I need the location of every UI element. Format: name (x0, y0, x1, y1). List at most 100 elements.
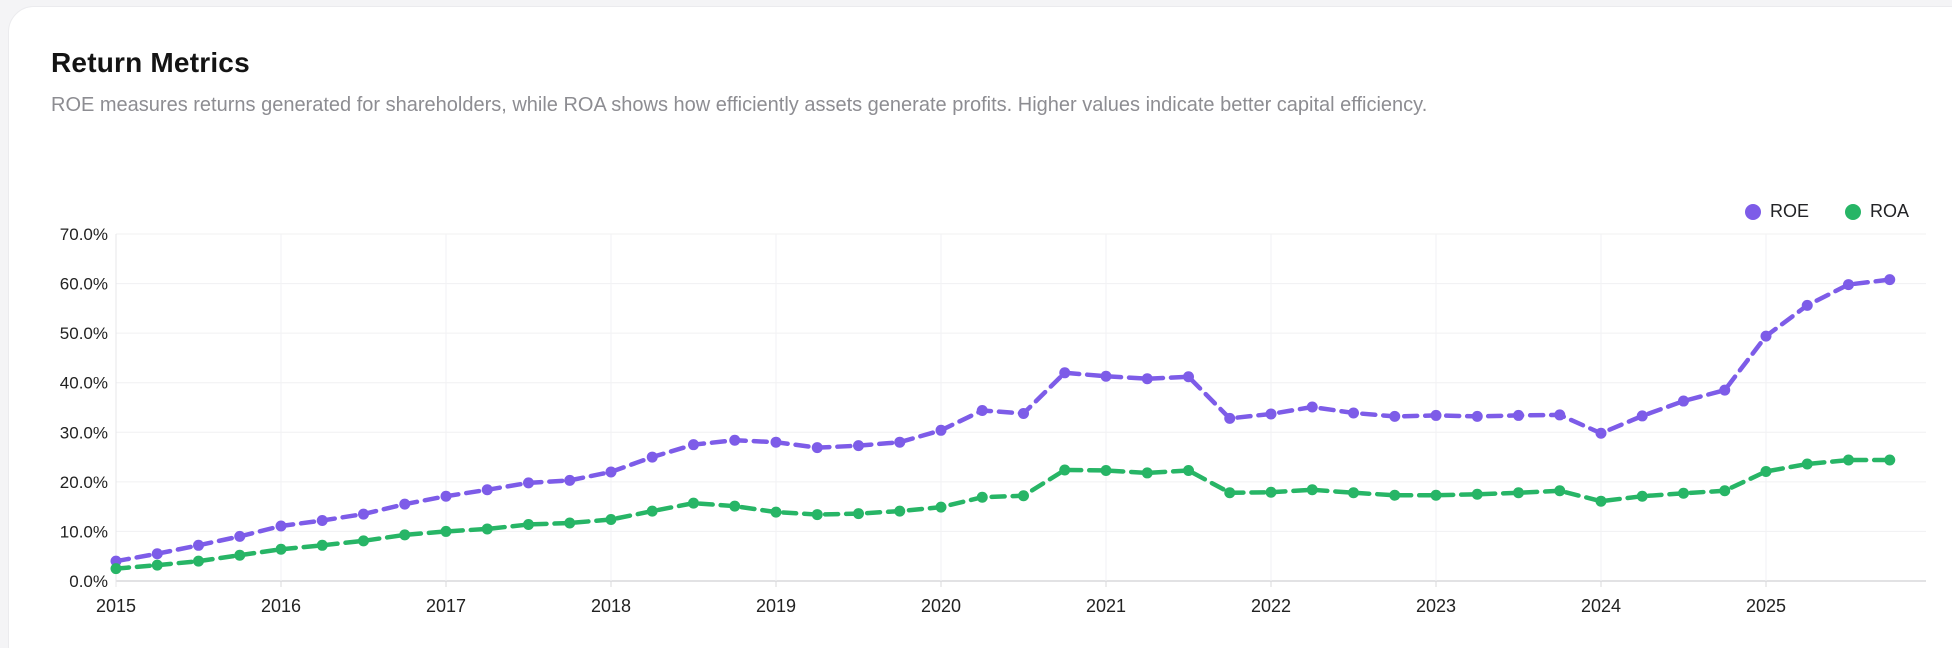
roa-data-point (1348, 487, 1359, 499)
roe-data-point (1843, 279, 1854, 291)
roe-data-point (1513, 409, 1524, 421)
roa-data-point (358, 535, 369, 547)
roe-data-point (1430, 409, 1442, 421)
roa-data-point (646, 505, 658, 517)
roa-data-point (1306, 484, 1318, 496)
roa-data-point (688, 497, 699, 509)
roa-data-point (440, 525, 452, 537)
roa-data-point (1678, 487, 1689, 499)
roe-data-point (1636, 410, 1648, 422)
roa-data-point (1554, 485, 1566, 497)
x-axis-tick-label: 2023 (1416, 596, 1456, 616)
legend-label-roa: ROA (1869, 201, 1909, 221)
x-axis-tick-label: 2021 (1086, 596, 1126, 616)
roa-data-point (976, 491, 988, 503)
roa-data-point (605, 514, 617, 526)
y-axis-tick-label: 70.0% (60, 225, 108, 244)
roe-data-point (440, 490, 452, 502)
roa-data-point (1224, 487, 1236, 499)
roa-data-point (811, 509, 823, 521)
roe-data-point (151, 548, 163, 560)
roe-data-point (935, 424, 947, 436)
roe-data-point (853, 440, 864, 452)
roa-data-point (193, 555, 204, 567)
y-axis-tick-label: 40.0% (60, 374, 108, 393)
roa-data-point (110, 563, 122, 575)
roa-data-point (1843, 454, 1854, 466)
roa-data-point (853, 508, 864, 520)
y-axis-tick-label: 10.0% (60, 522, 108, 541)
roa-data-point (1141, 467, 1153, 479)
page-title: Return Metrics (51, 47, 250, 78)
x-axis-tick-label: 2015 (96, 596, 136, 616)
roa-data-point (316, 539, 328, 551)
roa-data-point (275, 543, 287, 555)
roa-data-point (151, 559, 163, 571)
roe-data-point (193, 539, 204, 551)
roe-data-point (605, 466, 617, 478)
legend-label-roe: ROE (1769, 201, 1809, 221)
roe-data-point (1471, 410, 1483, 422)
roe-data-point (688, 439, 699, 451)
x-axis-tick-label: 2019 (756, 596, 796, 616)
roe-data-point (729, 434, 741, 446)
legend-item-roa[interactable]: ROA (1844, 201, 1909, 222)
roe-data-point (1801, 299, 1813, 311)
roa-data-point (1059, 464, 1071, 476)
roe-data-point (1760, 330, 1772, 342)
roe-data-point (811, 442, 823, 454)
roe-data-point (1348, 407, 1359, 419)
y-axis-tick-label: 20.0% (60, 473, 108, 492)
roe-data-point (1678, 395, 1689, 407)
roa-data-point (481, 523, 493, 535)
roe-data-point (523, 477, 534, 489)
x-axis-tick-label: 2017 (426, 596, 466, 616)
x-axis-tick-label: 2025 (1746, 596, 1786, 616)
x-axis-tick-label: 2016 (261, 596, 301, 616)
roa-line (113, 457, 1892, 571)
roe-data-point (1389, 410, 1401, 422)
x-axis-tick-label: 2020 (921, 596, 961, 616)
roa-data-point (770, 506, 782, 518)
roe-data-point (1183, 371, 1194, 383)
roa-data-point (894, 505, 906, 517)
roa-data-point (1595, 495, 1607, 507)
roa-data-point (1760, 465, 1772, 477)
roe-data-point (399, 498, 411, 510)
roe-data-point (1100, 370, 1112, 382)
roa-data-point (234, 549, 246, 561)
roa-data-point (1100, 464, 1112, 476)
legend-item-roe[interactable]: ROE (1744, 201, 1809, 222)
y-axis-tick-label: 30.0% (60, 423, 108, 442)
x-axis-tick-label: 2024 (1581, 596, 1621, 616)
return-metrics-card: Return Metrics ROE measures returns gene… (8, 6, 1952, 648)
roa-data-point (1884, 454, 1896, 466)
roe-line (113, 277, 1892, 564)
roe-data-point (1554, 409, 1566, 421)
roa-data-point (564, 517, 576, 529)
y-axis-tick-label: 0.0% (69, 572, 108, 591)
roe-data-point (1884, 274, 1896, 286)
page-subtitle: ROE measures returns generated for share… (51, 94, 1428, 116)
y-axis-tick-label: 50.0% (60, 324, 108, 343)
roe-data-point (1306, 401, 1318, 413)
roa-data-point (1265, 486, 1277, 498)
roa-data-point (1389, 489, 1401, 501)
roa-data-point (1801, 458, 1813, 470)
roe-data-point (316, 515, 328, 527)
return-metrics-line-chart: 0.0% 10.0% 20.0% 30.0% 40.0% 50.0% 60.0% 70.0% 2… (60, 225, 1926, 616)
roe-data-point (481, 484, 493, 496)
roa-data-point (1018, 490, 1029, 502)
roa-data-point (729, 500, 741, 512)
y-axis-tick-label: 60.0% (60, 275, 108, 294)
roe-data-point (234, 530, 246, 542)
x-axis-tick-label: 2018 (591, 596, 631, 616)
roe-data-point (770, 436, 782, 448)
roa-legend-dot-icon (1844, 203, 1861, 220)
roe-data-point (894, 436, 906, 448)
chart-legend: ROE ROA (1744, 201, 1909, 222)
roe-data-point (1719, 384, 1731, 396)
roa-data-point (1719, 485, 1731, 497)
roe-data-point (976, 404, 988, 416)
